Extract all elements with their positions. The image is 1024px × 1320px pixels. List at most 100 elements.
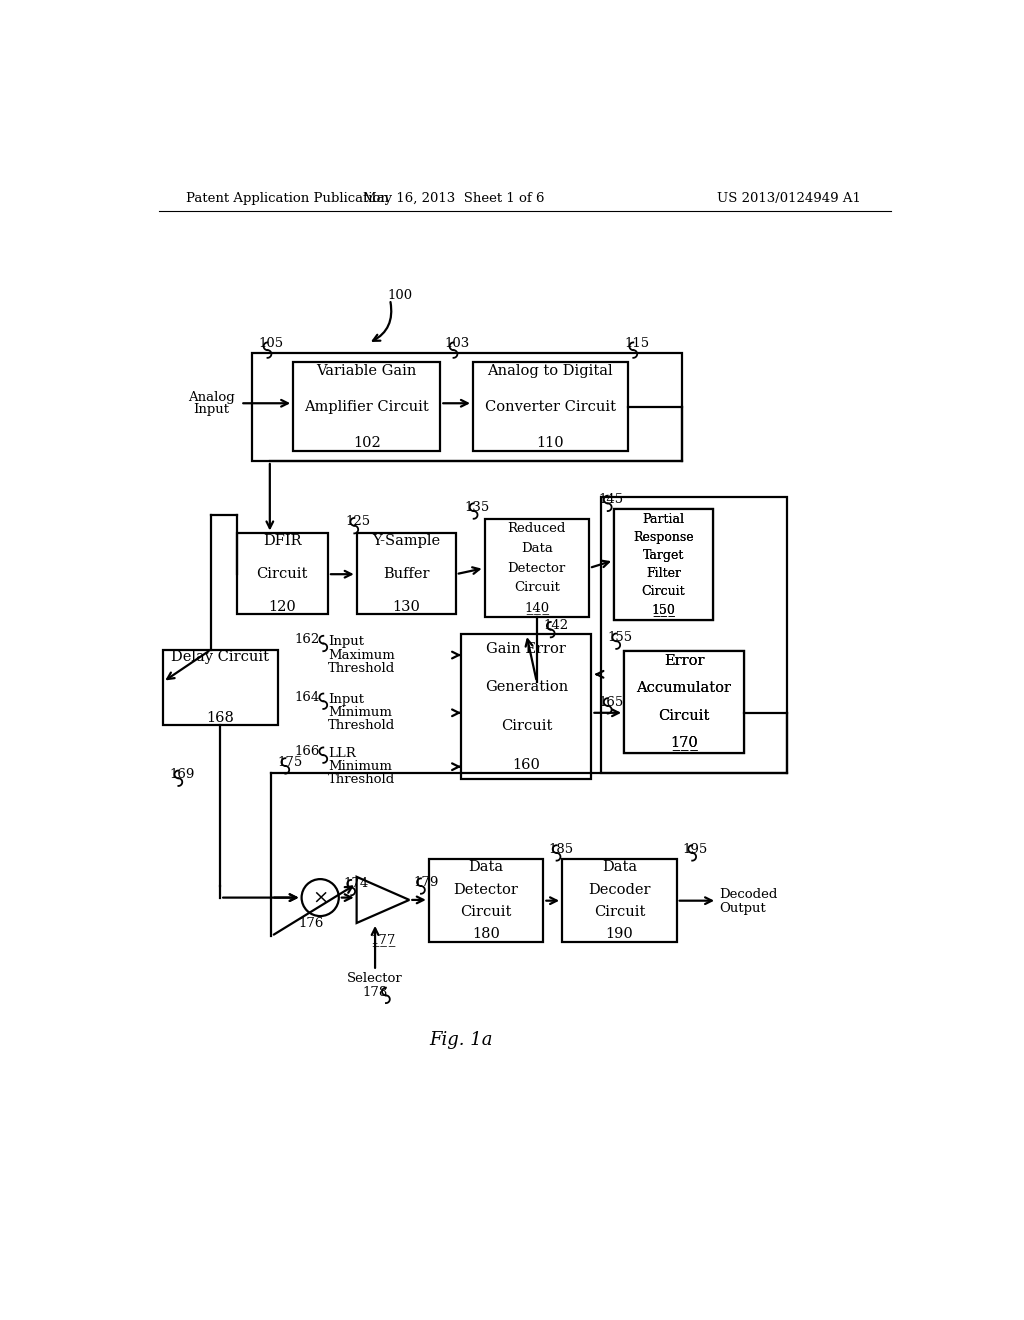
Text: Decoder: Decoder xyxy=(588,883,650,896)
Text: 185: 185 xyxy=(549,842,573,855)
Text: Circuit: Circuit xyxy=(642,585,685,598)
Text: Target: Target xyxy=(643,549,684,562)
Text: 1̲7̲0̲: 1̲7̲0̲ xyxy=(670,735,698,750)
Polygon shape xyxy=(356,876,410,923)
Text: Partial: Partial xyxy=(642,513,684,527)
Text: 1̲8̲0̲: 1̲8̲0̲ xyxy=(472,927,500,941)
Text: Analog to Digital: Analog to Digital xyxy=(487,364,613,379)
Text: Circuit: Circuit xyxy=(514,581,560,594)
Bar xyxy=(562,859,677,942)
Text: Input: Input xyxy=(328,635,364,648)
Text: 1̲4̲0̲: 1̲4̲0̲ xyxy=(524,601,549,614)
Bar xyxy=(356,533,456,614)
Text: 164: 164 xyxy=(294,690,319,704)
Text: 100: 100 xyxy=(388,289,413,302)
Text: Amplifier Circuit: Amplifier Circuit xyxy=(304,400,429,413)
Text: Circuit: Circuit xyxy=(257,566,308,581)
Text: 1̲1̲0̲: 1̲1̲0̲ xyxy=(537,434,564,450)
Bar xyxy=(237,533,328,614)
Text: 1̲6̲8̲: 1̲6̲8̲ xyxy=(206,710,234,725)
Text: Minimum: Minimum xyxy=(328,760,392,774)
Bar xyxy=(473,363,628,451)
Text: 135: 135 xyxy=(464,500,489,513)
Text: Circuit: Circuit xyxy=(594,904,645,919)
Text: Maximum: Maximum xyxy=(328,648,394,661)
Text: 179: 179 xyxy=(414,875,438,888)
Text: 103: 103 xyxy=(444,337,469,350)
Text: Threshold: Threshold xyxy=(328,661,395,675)
Text: Output: Output xyxy=(719,902,766,915)
Text: 162: 162 xyxy=(294,634,319,647)
Text: 195: 195 xyxy=(682,842,708,855)
Bar xyxy=(624,651,744,752)
Text: Partial: Partial xyxy=(642,513,684,527)
Bar xyxy=(252,354,682,461)
Text: 165: 165 xyxy=(598,696,624,709)
Text: Variable Gain: Variable Gain xyxy=(316,364,417,379)
Text: 125: 125 xyxy=(345,515,370,528)
Text: 1̲6̲0̲: 1̲6̲0̲ xyxy=(512,758,541,772)
Text: Threshold: Threshold xyxy=(328,719,395,733)
Text: Response: Response xyxy=(633,531,694,544)
Text: Threshold: Threshold xyxy=(328,774,395,787)
Text: 105: 105 xyxy=(258,337,284,350)
Text: 115: 115 xyxy=(624,337,649,350)
Bar xyxy=(614,508,713,620)
Text: Data: Data xyxy=(602,861,637,874)
Bar xyxy=(624,651,744,752)
Text: 1̲7̲0̲: 1̲7̲0̲ xyxy=(670,735,698,750)
Text: Minimum: Minimum xyxy=(328,706,392,719)
Text: Reduced: Reduced xyxy=(508,523,566,535)
Text: Detector: Detector xyxy=(508,561,566,574)
Text: Delay Circuit: Delay Circuit xyxy=(171,651,269,664)
Text: Response: Response xyxy=(633,531,694,544)
Text: May 16, 2013  Sheet 1 of 6: May 16, 2013 Sheet 1 of 6 xyxy=(362,191,544,205)
Text: ×: × xyxy=(312,888,329,907)
Text: DFIR: DFIR xyxy=(263,535,301,549)
Bar xyxy=(601,498,786,774)
Text: Accumulator: Accumulator xyxy=(637,681,731,696)
Text: Filter: Filter xyxy=(646,568,681,579)
Bar xyxy=(614,508,713,620)
Bar xyxy=(461,635,592,779)
Text: Decoded: Decoded xyxy=(719,888,777,902)
Text: Circuit: Circuit xyxy=(658,709,710,722)
Text: Buffer: Buffer xyxy=(383,566,429,581)
Text: 169: 169 xyxy=(169,768,195,781)
Text: Data: Data xyxy=(521,541,553,554)
Text: 174: 174 xyxy=(343,878,369,890)
Text: 1̲5̲0̲: 1̲5̲0̲ xyxy=(651,603,676,615)
Text: Data: Data xyxy=(469,861,504,874)
Text: Circuit: Circuit xyxy=(658,709,710,722)
Text: 175: 175 xyxy=(278,755,303,768)
Text: 176: 176 xyxy=(299,916,324,929)
Text: Fig. 1a: Fig. 1a xyxy=(429,1031,493,1049)
Bar xyxy=(293,363,440,451)
Text: Converter Circuit: Converter Circuit xyxy=(485,400,615,413)
Text: Y-Sample: Y-Sample xyxy=(372,535,440,549)
Text: Circuit: Circuit xyxy=(501,719,552,733)
Text: Input: Input xyxy=(328,693,364,706)
Text: Analog: Analog xyxy=(188,391,236,404)
Text: 145: 145 xyxy=(598,492,624,506)
Text: Detector: Detector xyxy=(454,883,518,896)
Text: Gain Error: Gain Error xyxy=(486,642,566,656)
Text: US 2013/0124949 A1: US 2013/0124949 A1 xyxy=(717,191,861,205)
Text: Accumulator: Accumulator xyxy=(637,681,731,696)
Text: Patent Application Publication: Patent Application Publication xyxy=(186,191,389,205)
Text: 1̲0̲2̲: 1̲0̲2̲ xyxy=(353,434,381,450)
Text: Circuit: Circuit xyxy=(461,904,512,919)
Text: 1̲3̲0̲: 1̲3̲0̲ xyxy=(392,599,420,614)
Bar xyxy=(484,519,589,618)
Text: 1̲9̲0̲: 1̲9̲0̲ xyxy=(605,927,633,941)
Text: Generation: Generation xyxy=(484,680,568,694)
Bar xyxy=(163,649,278,725)
Text: Target: Target xyxy=(643,549,684,562)
Text: 1̲5̲0̲: 1̲5̲0̲ xyxy=(651,603,676,615)
Text: 1̲2̲0̲: 1̲2̲0̲ xyxy=(268,599,296,614)
Text: 178: 178 xyxy=(362,986,388,999)
Text: Error: Error xyxy=(664,655,705,668)
Text: Selector: Selector xyxy=(347,972,403,985)
Text: 166: 166 xyxy=(294,744,319,758)
Text: 1̲7̲7̲: 1̲7̲7̲ xyxy=(371,933,395,946)
